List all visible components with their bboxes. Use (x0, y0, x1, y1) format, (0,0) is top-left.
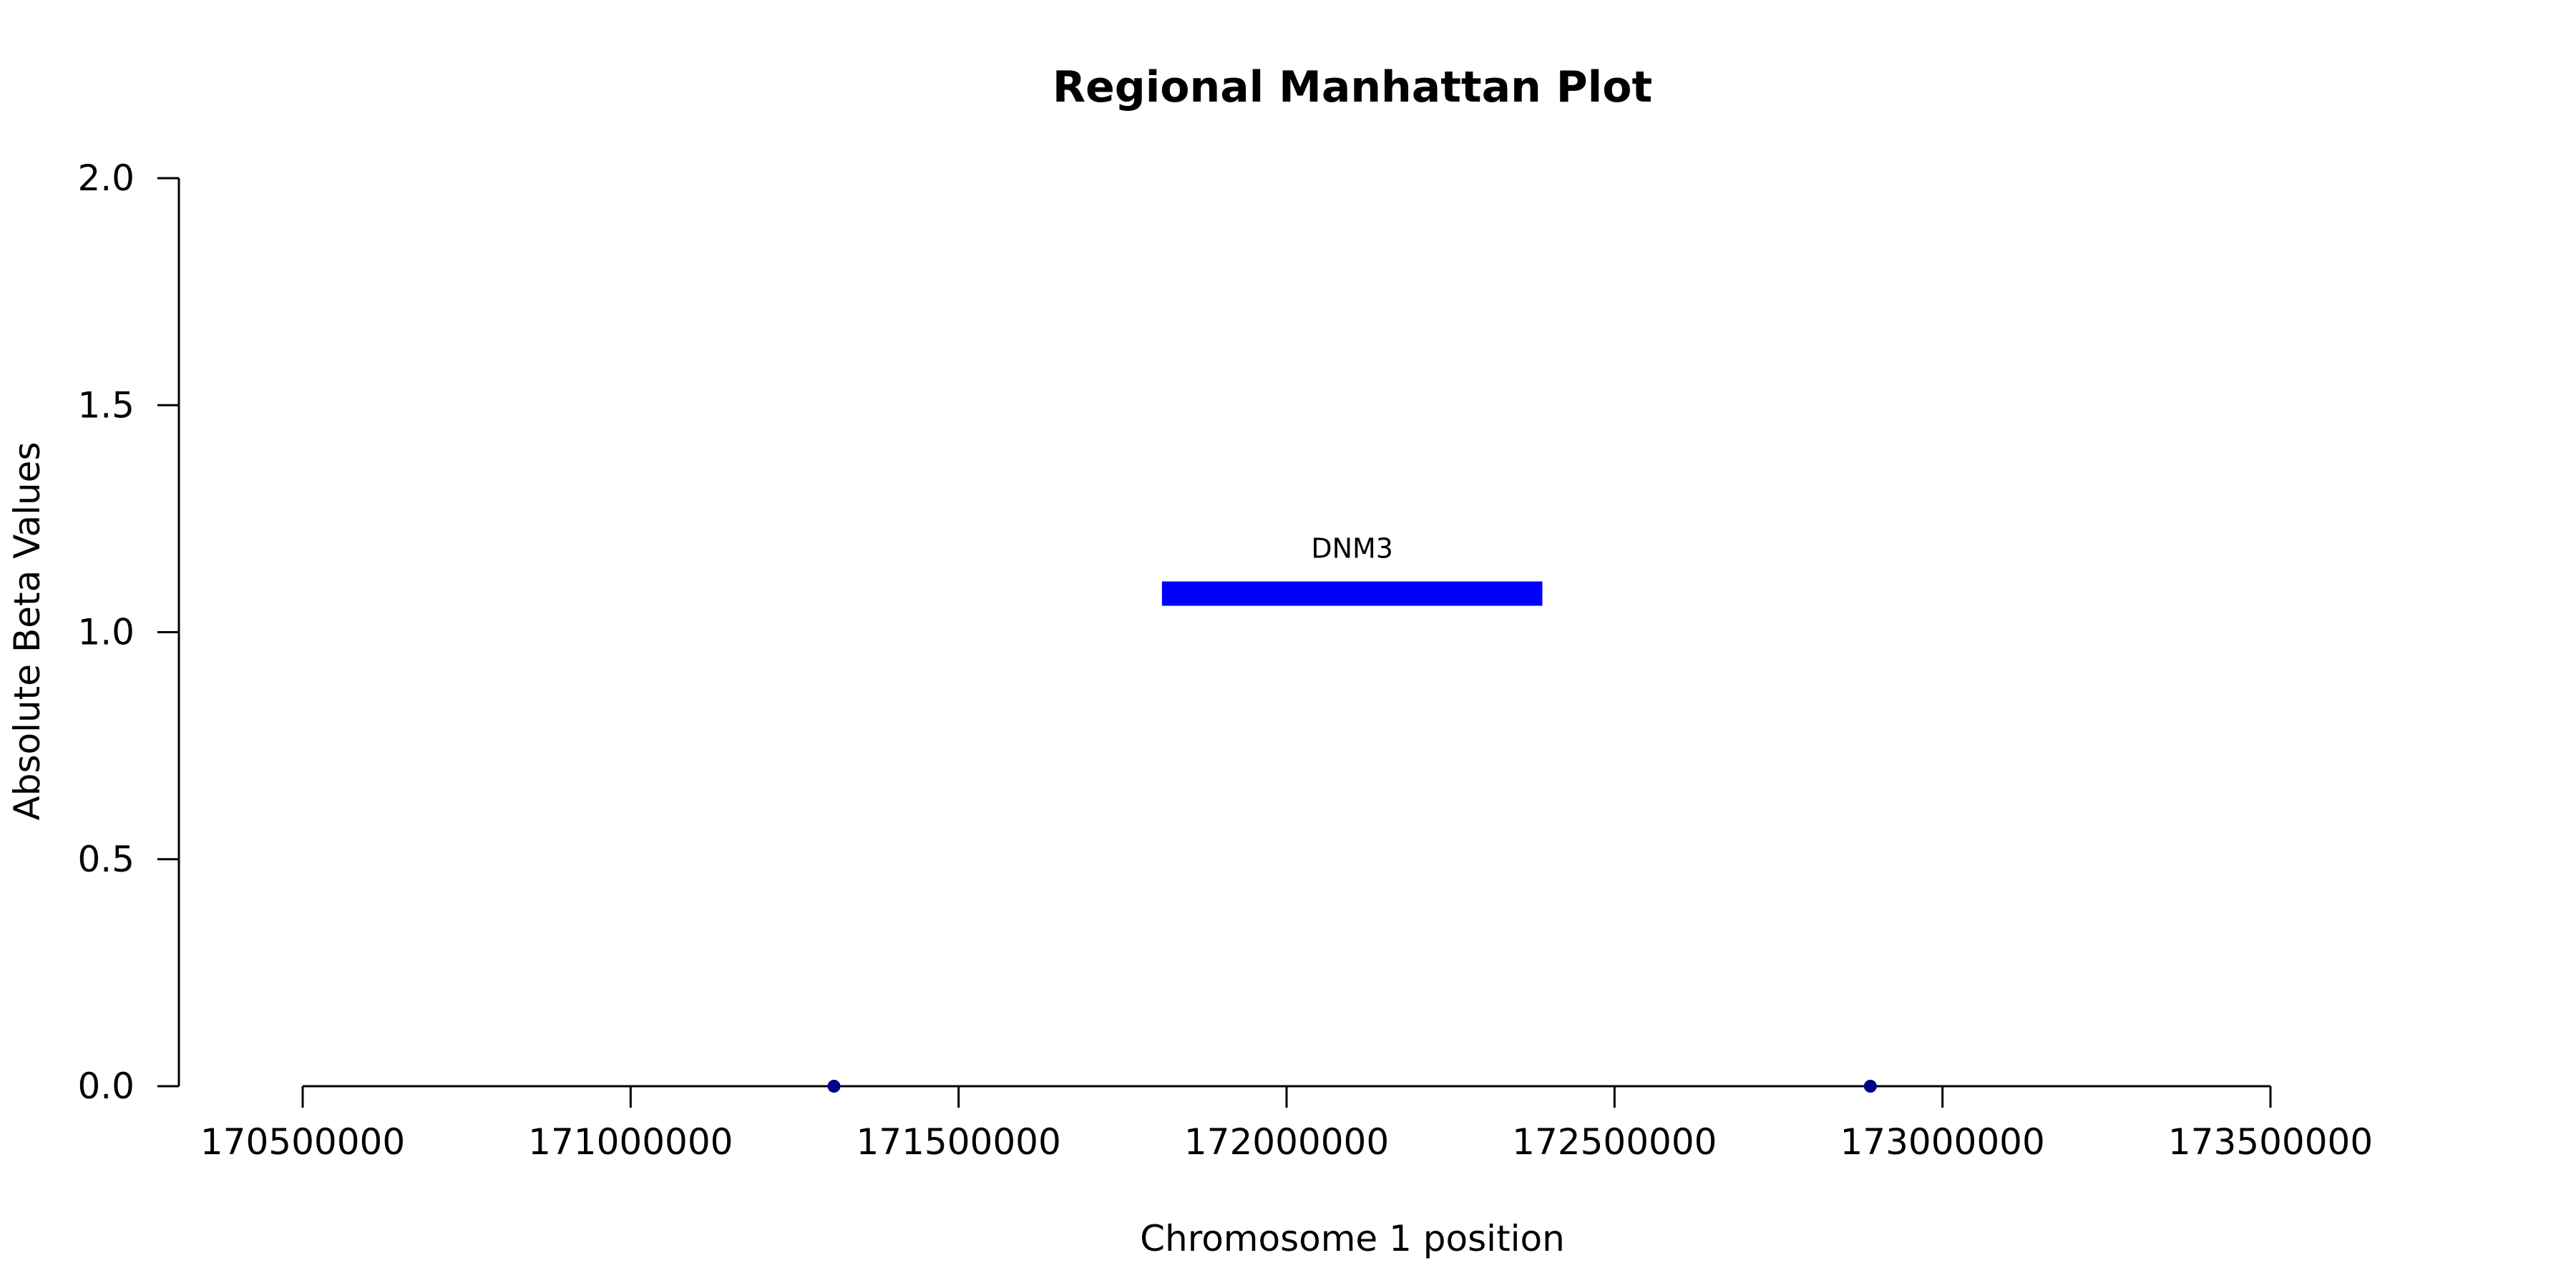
x-axis: 170500000 171000000 171500000 172000000 1725… (200, 1085, 2373, 1163)
gene-bar (1161, 581, 1543, 606)
y-tick-label: 1.0 (77, 612, 135, 653)
y-tick-label: 2.0 (77, 157, 135, 199)
y-tick-label: 1.5 (77, 384, 135, 426)
y-tick-label: 0.5 (77, 839, 135, 880)
x-tick-label: 173500000 (2168, 1121, 2373, 1163)
x-tick-label: 171000000 (528, 1121, 733, 1163)
y-axis: 0.0 0.5 1.0 1.5 2.0 (77, 157, 180, 1107)
data-points (827, 1080, 1877, 1093)
x-tick-label: 170500000 (200, 1121, 405, 1163)
y-tick-label: 0.0 (77, 1065, 135, 1107)
x-axis-label: Chromosome 1 position (1140, 1218, 1565, 1259)
y-axis-label: Absolute Beta Values (6, 442, 48, 821)
gene-label: DNM3 (1311, 533, 1393, 565)
gene-track: DNM3 (1161, 533, 1543, 606)
x-tick-label: 172500000 (1512, 1121, 1717, 1163)
x-tick-label: 171500000 (857, 1121, 1061, 1163)
data-point (827, 1080, 841, 1093)
x-tick-label: 172000000 (1184, 1121, 1389, 1163)
data-point (1863, 1080, 1877, 1093)
x-tick-label: 173000000 (1840, 1121, 2045, 1163)
chart-title: Regional Manhattan Plot (1053, 62, 1652, 112)
